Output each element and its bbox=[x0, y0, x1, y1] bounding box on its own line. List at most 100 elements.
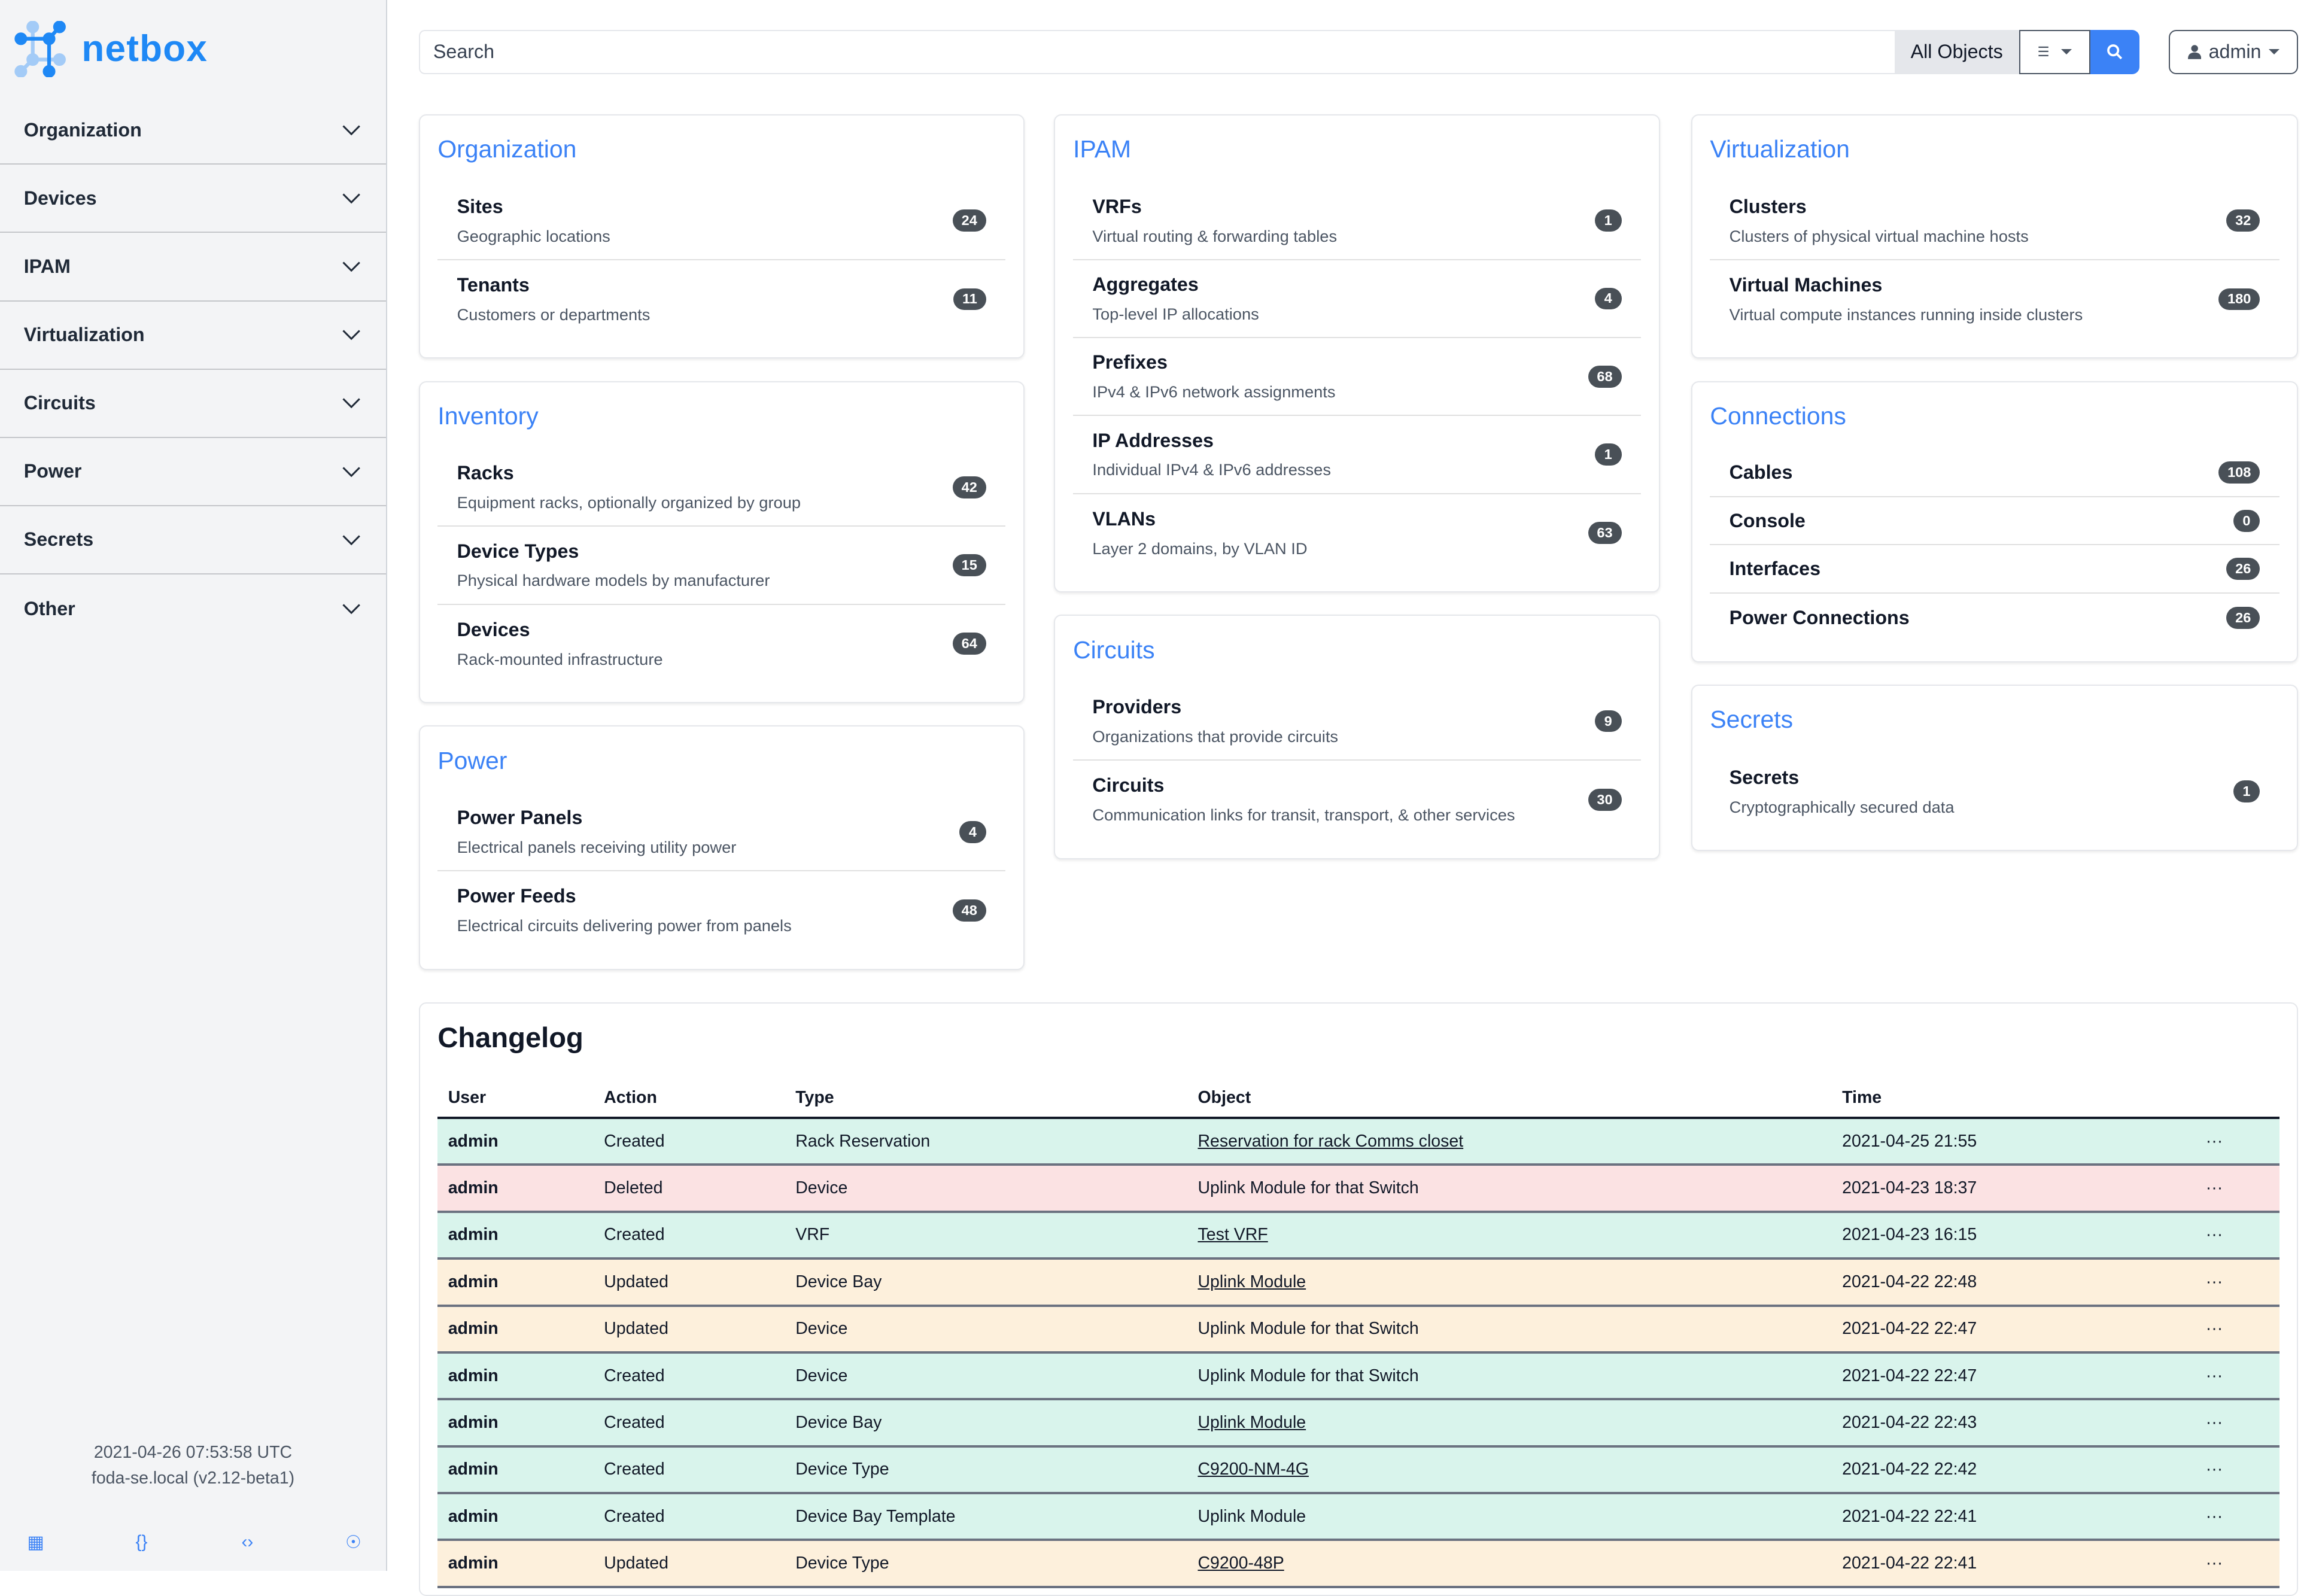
item-link[interactable]: Devices bbox=[457, 618, 530, 640]
sidebar-item-organization[interactable]: Organization bbox=[0, 96, 386, 165]
object-link[interactable]: Reservation for rack Comms closet bbox=[1197, 1131, 1464, 1151]
column-header: User bbox=[437, 1080, 594, 1119]
item-link[interactable]: Racks bbox=[457, 462, 514, 484]
item-link[interactable]: Clusters bbox=[1729, 195, 1807, 217]
search-input[interactable] bbox=[418, 29, 1895, 75]
item-link[interactable]: Prefixes bbox=[1092, 351, 1168, 373]
sidebar-nav: Organization Devices IPAM Virtualization Cir… bbox=[0, 96, 386, 643]
object-link[interactable]: Uplink Module bbox=[1197, 1412, 1306, 1432]
item-link[interactable]: Aggregates bbox=[1092, 273, 1199, 296]
cell-type: Device bbox=[785, 1305, 1188, 1354]
item-link[interactable]: VLANs bbox=[1092, 507, 1156, 530]
more-options-icon[interactable]: ··· bbox=[2122, 1117, 2279, 1166]
more-options-icon[interactable]: ··· bbox=[2122, 1352, 2279, 1401]
item-link[interactable]: Circuits bbox=[1092, 774, 1165, 797]
item-link[interactable]: Sites bbox=[457, 195, 503, 217]
netbox-logo[interactable]: netbox bbox=[12, 20, 208, 77]
item-link[interactable]: Tenants bbox=[457, 274, 530, 296]
sidebar-item-other[interactable]: Other bbox=[0, 574, 386, 643]
sidebar-item-virtualization[interactable]: Virtualization bbox=[0, 302, 386, 370]
item-link[interactable]: Cables bbox=[1729, 461, 1793, 483]
cell-time: 2021-04-25 21:55 bbox=[1831, 1117, 2123, 1166]
list-item: Clusters Clusters of physical virtual mac… bbox=[1710, 183, 2279, 260]
item-link[interactable]: Virtual Machines bbox=[1729, 274, 1883, 296]
cell-user: admin bbox=[437, 1493, 594, 1542]
sidebar: netbox Organization Devices IPAM Virtualiza… bbox=[0, 0, 388, 1571]
chevron-down-icon bbox=[342, 256, 361, 278]
user-menu-button[interactable]: admin bbox=[2169, 29, 2299, 75]
card-inventory: Inventory Racks Equipment racks, optionall… bbox=[418, 381, 1025, 704]
item-link[interactable]: VRFs bbox=[1092, 195, 1142, 217]
cell-action: Deleted bbox=[593, 1165, 785, 1213]
item-link[interactable]: Device Types bbox=[457, 540, 579, 562]
sidebar-item-label: Power bbox=[23, 460, 82, 482]
cell-object: Uplink Module bbox=[1187, 1493, 1832, 1542]
cell-user: admin bbox=[437, 1258, 594, 1307]
card-title[interactable]: Organization bbox=[437, 135, 577, 163]
book-icon[interactable]: ▦ bbox=[27, 1533, 44, 1553]
card-title[interactable]: Inventory bbox=[437, 402, 539, 430]
sidebar-item-circuits[interactable]: Circuits bbox=[0, 370, 386, 438]
more-options-icon[interactable]: ··· bbox=[2122, 1165, 2279, 1213]
card-title[interactable]: Secrets bbox=[1710, 706, 1794, 734]
search-scope-label: All Objects bbox=[1894, 29, 2019, 75]
more-options-icon[interactable]: ··· bbox=[2122, 1540, 2279, 1588]
caret-down-icon bbox=[2268, 49, 2279, 54]
card-title[interactable]: Power bbox=[437, 746, 507, 774]
column-header: Object bbox=[1187, 1080, 1832, 1119]
cell-object: Uplink Module bbox=[1187, 1258, 1832, 1307]
more-options-icon[interactable]: ··· bbox=[2122, 1399, 2279, 1448]
object-link[interactable]: Uplink Module bbox=[1197, 1272, 1306, 1291]
item-link[interactable]: Power Panels bbox=[457, 807, 583, 829]
more-options-icon[interactable]: ··· bbox=[2122, 1446, 2279, 1495]
lifebuoy-icon[interactable]: ☉ bbox=[345, 1533, 361, 1553]
user-name: admin bbox=[2208, 41, 2262, 63]
search-button[interactable] bbox=[2090, 29, 2139, 75]
item-link[interactable]: Secrets bbox=[1729, 766, 1800, 788]
cell-object: Test VRF bbox=[1187, 1211, 1832, 1260]
item-link[interactable]: Interfaces bbox=[1729, 558, 1821, 580]
count-badge: 32 bbox=[2226, 209, 2260, 232]
list-item: Racks Equipment racks, optionally organiz… bbox=[437, 449, 1005, 527]
chevron-down-icon bbox=[342, 460, 361, 482]
sidebar-item-label: IPAM bbox=[23, 256, 71, 278]
search-icon bbox=[2107, 44, 2123, 60]
item-link[interactable]: Console bbox=[1729, 509, 1806, 531]
item-description: Top-level IP allocations bbox=[1092, 304, 1259, 323]
sidebar-item-secrets[interactable]: Secrets bbox=[0, 506, 386, 575]
object-link[interactable]: C9200-48P bbox=[1197, 1554, 1284, 1573]
list-item: Aggregates Top-level IP allocations 4 bbox=[1073, 260, 1641, 339]
chevron-down-icon bbox=[342, 598, 361, 620]
object-link[interactable]: Test VRF bbox=[1197, 1225, 1268, 1245]
braces-icon[interactable]: {} bbox=[135, 1532, 148, 1552]
code-icon[interactable]: ‹› bbox=[241, 1532, 254, 1552]
filter-dropdown-button[interactable]: ☰ bbox=[2019, 29, 2090, 75]
item-link[interactable]: IP Addresses bbox=[1092, 429, 1214, 451]
card-title[interactable]: Virtualization bbox=[1710, 135, 1850, 163]
sidebar-item-label: Virtualization bbox=[23, 324, 145, 346]
list-item: VLANs Layer 2 domains, by VLAN ID 63 bbox=[1073, 494, 1641, 572]
cell-action: Updated bbox=[593, 1258, 785, 1307]
sidebar-item-devices[interactable]: Devices bbox=[0, 165, 386, 233]
cell-time: 2021-04-22 22:41 bbox=[1831, 1540, 2123, 1588]
item-link[interactable]: Power Connections bbox=[1729, 606, 1910, 628]
card-title[interactable]: IPAM bbox=[1073, 135, 1132, 163]
object-link[interactable]: C9200-NM-4G bbox=[1197, 1460, 1309, 1479]
more-options-icon[interactable]: ··· bbox=[2122, 1305, 2279, 1354]
count-badge: 180 bbox=[2218, 288, 2260, 311]
server-host-version: foda-se.local (v2.12-beta1) bbox=[91, 1468, 295, 1488]
more-options-icon[interactable]: ··· bbox=[2122, 1258, 2279, 1307]
more-options-icon[interactable]: ··· bbox=[2122, 1493, 2279, 1542]
card-title[interactable]: Circuits bbox=[1073, 636, 1155, 664]
more-options-icon[interactable]: ··· bbox=[2122, 1211, 2279, 1260]
sidebar-item-power[interactable]: Power bbox=[0, 438, 386, 506]
count-badge: 26 bbox=[2226, 606, 2260, 629]
sidebar-item-label: Organization bbox=[23, 118, 142, 141]
card-title[interactable]: Connections bbox=[1710, 402, 1846, 430]
item-description: Electrical panels receiving utility powe… bbox=[457, 838, 737, 857]
filter-icon: ☰ bbox=[2037, 44, 2050, 59]
cell-action: Created bbox=[593, 1352, 785, 1401]
sidebar-item-ipam[interactable]: IPAM bbox=[0, 233, 386, 302]
item-link[interactable]: Power Feeds bbox=[457, 885, 576, 907]
item-link[interactable]: Providers bbox=[1092, 696, 1182, 718]
